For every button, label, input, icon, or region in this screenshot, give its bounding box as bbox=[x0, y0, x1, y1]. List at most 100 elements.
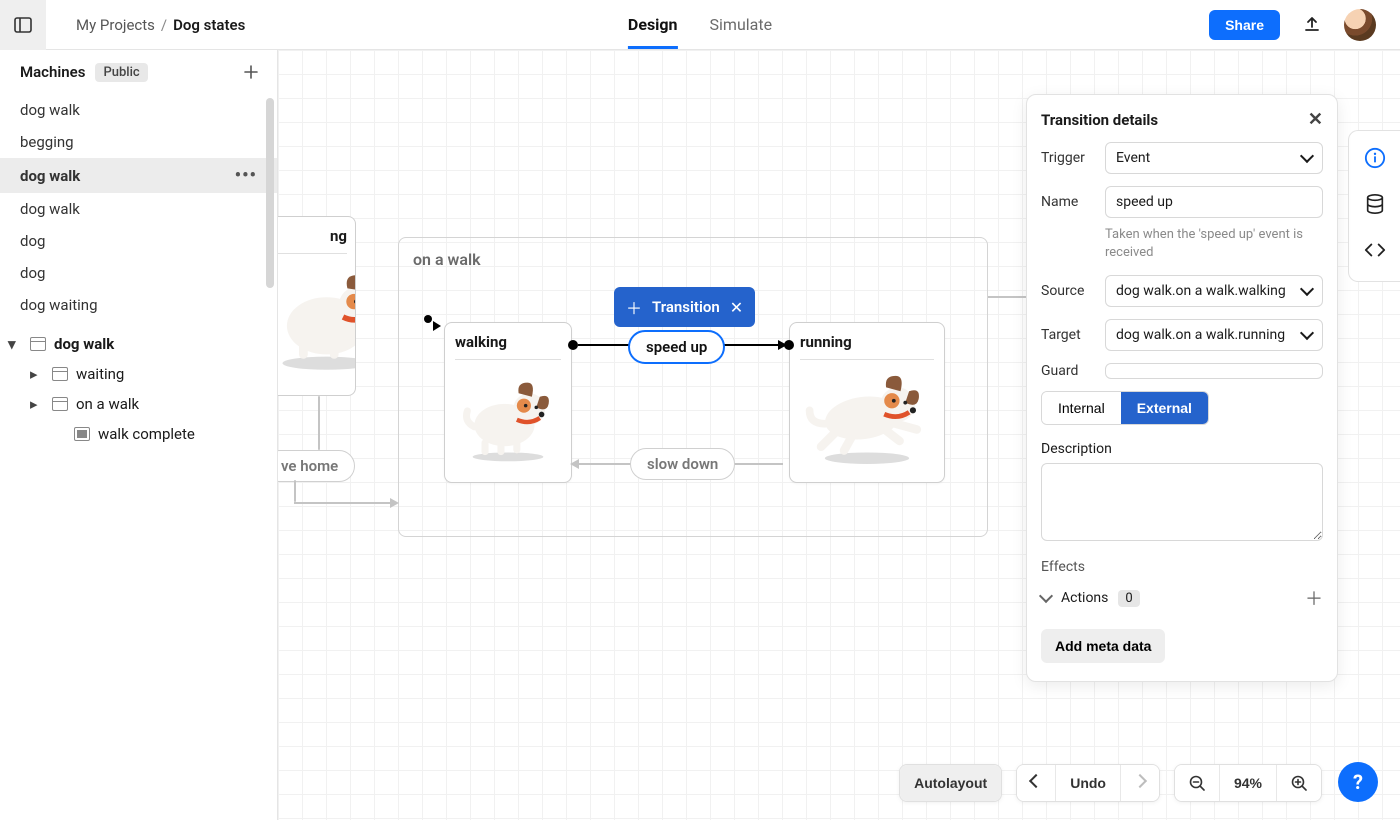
state-icon bbox=[52, 367, 68, 381]
machine-list-item[interactable]: begging bbox=[0, 126, 277, 158]
chevron-left-icon bbox=[1029, 774, 1043, 788]
chevron-down-icon bbox=[1300, 149, 1314, 163]
machine-label: dog walk bbox=[20, 101, 80, 119]
right-rail bbox=[1348, 130, 1400, 282]
connection-line bbox=[294, 480, 296, 502]
zoom-in-button[interactable] bbox=[1276, 765, 1321, 801]
tree-label: walk complete bbox=[98, 425, 195, 443]
trigger-select[interactable]: Event bbox=[1105, 142, 1323, 174]
initial-state-marker bbox=[424, 315, 442, 333]
connection-line bbox=[294, 502, 390, 504]
dog-illustration bbox=[800, 368, 934, 468]
zoom-out-button[interactable] bbox=[1175, 765, 1219, 801]
tree-label: waiting bbox=[76, 365, 124, 383]
machine-list-item[interactable]: dog walk ••• bbox=[0, 158, 277, 193]
seg-internal[interactable]: Internal bbox=[1042, 392, 1121, 424]
dog-illustration bbox=[455, 368, 561, 468]
connection-target-dot[interactable] bbox=[784, 340, 794, 350]
connection-source-dot[interactable] bbox=[568, 340, 578, 350]
plus-icon bbox=[243, 64, 259, 80]
caret-right-icon: ▸ bbox=[30, 365, 44, 383]
tab-simulate[interactable]: Simulate bbox=[710, 0, 773, 49]
avatar[interactable] bbox=[1344, 9, 1376, 41]
undo-button[interactable]: Undo bbox=[1055, 765, 1120, 801]
machine-label: dog waiting bbox=[20, 296, 98, 314]
zoom-out-icon bbox=[1189, 775, 1205, 791]
machine-list-item[interactable]: dog waiting bbox=[0, 289, 277, 319]
transition-chip-speed-up[interactable]: speed up bbox=[628, 330, 725, 364]
database-icon[interactable] bbox=[1364, 193, 1386, 219]
sidebar: Machines Public dog walk begging dog wal… bbox=[0, 50, 278, 820]
arrowhead-icon bbox=[390, 498, 399, 508]
breadcrumb: My Projects / Dog states bbox=[76, 16, 245, 34]
dog-illustration bbox=[278, 262, 356, 372]
undo-step-back-button[interactable] bbox=[1017, 765, 1055, 801]
machine-overflow-button[interactable]: ••• bbox=[235, 165, 257, 186]
machine-list-item[interactable]: dog bbox=[0, 257, 277, 289]
add-machine-button[interactable] bbox=[239, 60, 263, 84]
add-action-button[interactable]: ＋ bbox=[1305, 585, 1323, 611]
transition-chip-slow-down[interactable]: slow down bbox=[630, 448, 735, 480]
guard-input[interactable] bbox=[1105, 363, 1323, 379]
zoom-level[interactable]: 94% bbox=[1219, 765, 1276, 801]
breadcrumb-parent[interactable]: My Projects bbox=[76, 16, 155, 34]
state-title: ng bbox=[278, 225, 347, 254]
arrowhead-icon bbox=[570, 459, 579, 469]
state-node-running[interactable]: running bbox=[789, 322, 945, 483]
tree-node-root[interactable]: ▾ dog walk bbox=[0, 329, 277, 359]
tree-label: on a walk bbox=[76, 395, 139, 413]
transition-chip-home[interactable]: ve home bbox=[278, 450, 355, 482]
trigger-label: Trigger bbox=[1041, 150, 1095, 166]
source-select[interactable]: dog walk.on a walk.walking bbox=[1105, 275, 1323, 307]
effects-label: Effects bbox=[1041, 559, 1323, 575]
trigger-value: Event bbox=[1116, 150, 1150, 166]
parent-state-title: on a walk bbox=[413, 250, 481, 269]
tab-design[interactable]: Design bbox=[628, 0, 678, 49]
machine-list-item[interactable]: dog walk bbox=[0, 94, 277, 126]
chevron-down-icon[interactable] bbox=[1039, 589, 1053, 603]
info-icon[interactable] bbox=[1364, 147, 1386, 173]
close-icon[interactable]: ✕ bbox=[1308, 109, 1323, 130]
tree-node[interactable]: ▸ waiting bbox=[0, 359, 277, 389]
sidebar-toggle-button[interactable] bbox=[0, 0, 46, 50]
actions-label: Actions bbox=[1061, 590, 1108, 606]
machine-label: dog bbox=[20, 232, 45, 250]
zoom-in-icon bbox=[1291, 775, 1307, 791]
tree-node[interactable]: ▸ on a walk bbox=[0, 389, 277, 419]
source-value: dog walk.on a walk.walking bbox=[1116, 283, 1286, 299]
connection-line bbox=[318, 396, 320, 450]
machine-label: dog walk bbox=[20, 167, 80, 185]
machine-list-item[interactable]: dog bbox=[0, 225, 277, 257]
description-textarea[interactable] bbox=[1041, 463, 1323, 541]
seg-external[interactable]: External bbox=[1121, 392, 1208, 424]
state-title: walking bbox=[455, 333, 561, 360]
breadcrumb-separator: / bbox=[161, 16, 167, 34]
guard-label: Guard bbox=[1041, 363, 1095, 379]
tree-node[interactable]: walk complete bbox=[0, 419, 277, 449]
name-input[interactable]: speed up bbox=[1105, 186, 1323, 218]
state-tree: ▾ dog walk ▸ waiting ▸ on a walk walk co… bbox=[0, 319, 277, 459]
visibility-badge: Public bbox=[95, 63, 147, 82]
target-label: Target bbox=[1041, 327, 1095, 343]
machine-list-item[interactable]: dog walk bbox=[0, 193, 277, 225]
popover-label: Transition bbox=[652, 298, 720, 316]
transition-type-segment: Internal External bbox=[1041, 391, 1209, 425]
state-node-walking[interactable]: walking bbox=[444, 322, 572, 483]
machine-label: dog bbox=[20, 264, 45, 282]
plus-icon[interactable]: ＋ bbox=[626, 295, 642, 319]
autolayout-button[interactable]: Autolayout bbox=[900, 765, 1001, 801]
bottom-toolbar: Autolayout Undo 94% bbox=[899, 764, 1322, 802]
name-value: speed up bbox=[1116, 194, 1173, 210]
export-button[interactable] bbox=[1298, 11, 1326, 39]
close-icon[interactable]: ✕ bbox=[730, 298, 743, 317]
add-meta-data-button[interactable]: Add meta data bbox=[1041, 629, 1165, 663]
tree-label: dog walk bbox=[54, 335, 114, 353]
caret-down-icon: ▾ bbox=[8, 335, 22, 353]
code-icon[interactable] bbox=[1364, 239, 1386, 265]
state-node-clipped[interactable]: ng bbox=[278, 216, 356, 396]
actions-count-badge: 0 bbox=[1118, 590, 1139, 607]
share-button[interactable]: Share bbox=[1209, 10, 1280, 40]
help-button[interactable]: ? bbox=[1338, 762, 1378, 802]
panel-icon bbox=[14, 16, 32, 34]
target-select[interactable]: dog walk.on a walk.running bbox=[1105, 319, 1323, 351]
